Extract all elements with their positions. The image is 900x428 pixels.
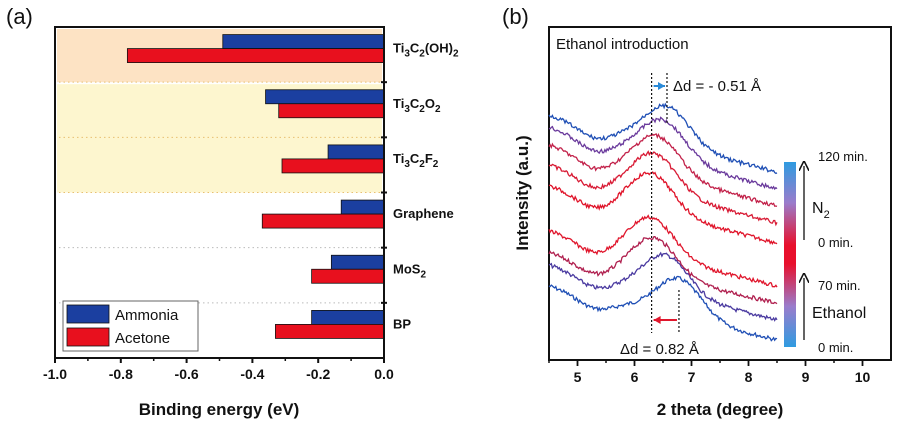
xrd-curve xyxy=(548,171,778,245)
legend-label-ammonia: Ammonia xyxy=(115,307,179,324)
x-tick-label: 8 xyxy=(745,369,753,385)
bar-ammonia xyxy=(265,89,385,105)
x-ticks-b: 5 6 7 8 9 10 xyxy=(548,360,871,385)
x-tick-label: -0.8 xyxy=(109,366,133,382)
colorbar-label-n2: N2 xyxy=(812,200,830,221)
delta-top-label: Δd = - 0.51 Å xyxy=(673,78,761,95)
bar-acetone xyxy=(126,48,385,63)
category-label: Ti3C2(OH)2 xyxy=(393,41,459,60)
legend-label-acetone: Acetone xyxy=(115,330,170,347)
bars xyxy=(126,34,385,339)
delta-bottom-label: Δd = 0.82 Å xyxy=(620,341,699,358)
xrd-curve xyxy=(548,251,778,322)
legend: Ammonia Acetone xyxy=(62,300,199,352)
xrd-curve xyxy=(548,132,778,208)
colorbar-label-0min-n2: 0 min. xyxy=(818,235,853,250)
bar-ammonia xyxy=(327,144,385,160)
bar-ammonia xyxy=(311,310,385,325)
x-tick-label: 7 xyxy=(688,369,696,385)
x-tick-label: 5 xyxy=(574,369,582,385)
y-axis-title-b: Intensity (a.u.) xyxy=(513,135,532,250)
xrd-curve xyxy=(548,116,778,191)
bar-ammonia xyxy=(222,34,385,49)
shift-arrows xyxy=(653,82,677,324)
colorbar-label-ethanol: Ethanol xyxy=(812,305,866,322)
shift-arrow-top-head xyxy=(657,82,665,90)
xrd-curve xyxy=(548,214,778,288)
colorbar xyxy=(784,162,796,347)
bar-acetone xyxy=(311,268,385,284)
colorbar-label-120min: 120 min. xyxy=(818,149,868,164)
x-tick-label: 6 xyxy=(631,369,639,385)
n2-subscript: 2 xyxy=(824,209,830,221)
category-labels: Ti3C2(OH)2 Ti3C2O2 Ti3C2F2 Graphene MoS2 BP xyxy=(393,41,459,332)
category-label: Graphene xyxy=(393,206,454,221)
plot-title-b: Ethanol introduction xyxy=(556,36,689,53)
category-label: BP xyxy=(393,316,411,331)
bar-ammonia xyxy=(340,199,385,215)
panel-a-label: (a) xyxy=(6,4,33,29)
bar-ammonia xyxy=(330,254,385,270)
x-tick-label: 10 xyxy=(855,369,871,385)
reference-lines xyxy=(650,73,680,333)
shift-arrow-bottom-head xyxy=(653,316,661,324)
bar-acetone xyxy=(275,324,385,339)
colorbar-label-0min-ethanol: 0 min. xyxy=(818,340,853,355)
bar-acetone xyxy=(261,213,385,229)
x-tick-label: -0.2 xyxy=(306,366,330,382)
n2-text: N xyxy=(812,200,824,217)
legend-swatch-ammonia xyxy=(66,304,110,324)
xrd-curve xyxy=(548,102,778,175)
xrd-curve xyxy=(548,236,778,305)
x-tick-label: -1.0 xyxy=(43,366,67,382)
panel-b: (b) Ethanol introduction Δd = - 0.51 Å Δ… xyxy=(502,4,892,419)
bar-acetone xyxy=(278,103,385,119)
x-tick-label: 9 xyxy=(802,369,810,385)
x-tick-label: -0.4 xyxy=(240,366,264,382)
xrd-curve xyxy=(548,150,778,227)
legend-swatch-acetone xyxy=(66,327,110,347)
x-axis-title-a: Binding energy (eV) xyxy=(139,400,300,419)
bar-acetone xyxy=(281,158,385,174)
category-label: Ti3C2O2 xyxy=(393,96,441,115)
xrd-curve xyxy=(548,275,778,342)
x-axis-title-b: 2 theta (degree) xyxy=(657,400,784,419)
panel-b-label: (b) xyxy=(502,4,529,29)
xrd-curves xyxy=(548,102,778,342)
category-label: Ti3C2F2 xyxy=(393,151,439,170)
category-label: MoS2 xyxy=(393,261,426,280)
x-tick-label: -0.6 xyxy=(175,366,199,382)
panel-a: (a) -1.0 -0.8 -0.6 -0.4 -0.2 0.0 Ti3C2(OH)2Ti… xyxy=(6,4,459,419)
x-ticks-a: -1.0 -0.8 -0.6 -0.4 -0.2 0.0 xyxy=(43,81,394,382)
colorbar-label-70min: 70 min. xyxy=(818,278,861,293)
x-tick-label: 0.0 xyxy=(374,366,394,382)
